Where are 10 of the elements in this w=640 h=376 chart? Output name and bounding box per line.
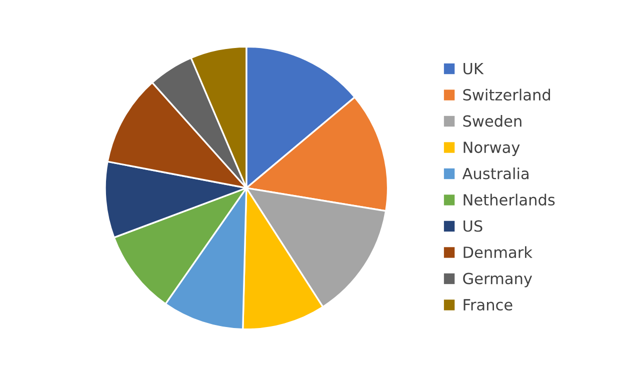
legend-label: US: [464, 220, 482, 232]
legend-label: UK: [464, 62, 484, 74]
legend-label: Denmark: [464, 246, 532, 258]
legend-label: Netherlands: [464, 194, 555, 206]
legend-label: Sweden: [463, 114, 522, 127]
legend-label: Germany: [463, 272, 532, 288]
legend-label: France: [464, 299, 512, 311]
legend-label: Australia: [462, 167, 528, 180]
legend-label: Switzerland: [463, 88, 550, 101]
legend-label: Norway: [464, 142, 520, 156]
